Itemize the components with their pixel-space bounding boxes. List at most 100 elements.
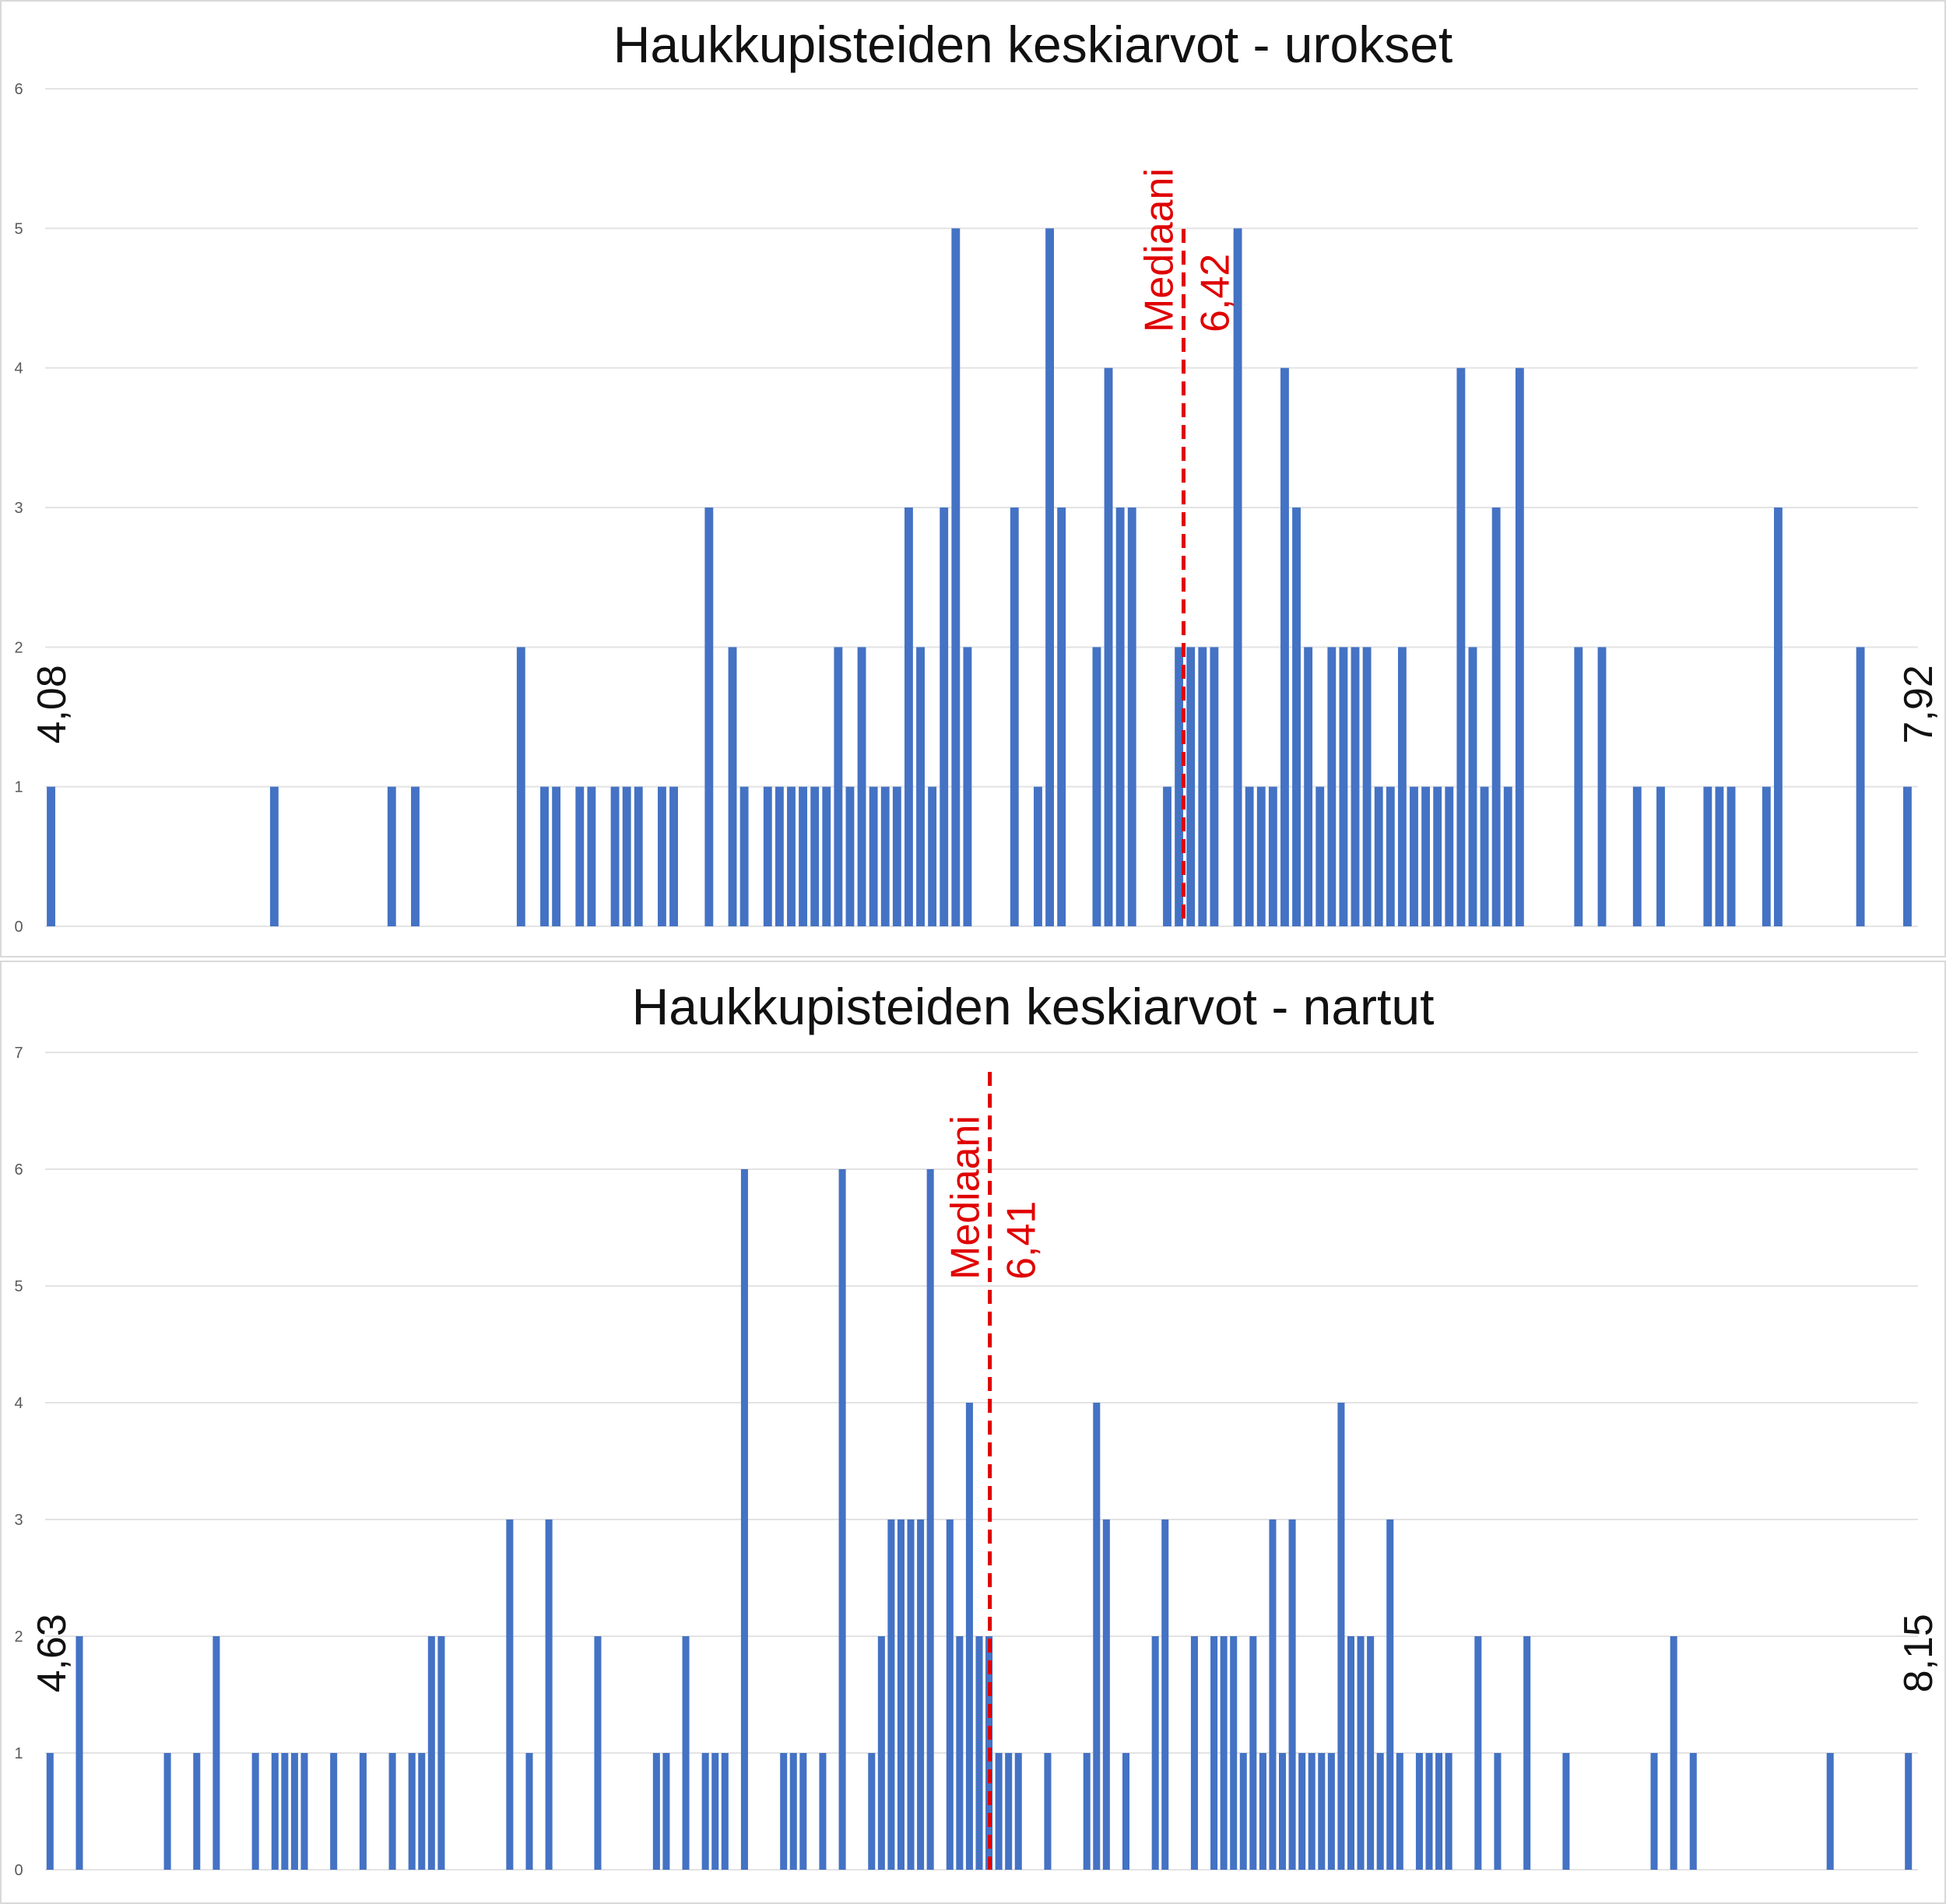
bar bbox=[1186, 647, 1196, 926]
bar bbox=[1826, 1753, 1834, 1870]
bar bbox=[359, 1753, 367, 1870]
bar bbox=[951, 228, 961, 926]
bar bbox=[300, 1753, 308, 1870]
bar bbox=[540, 786, 549, 926]
bar bbox=[1045, 228, 1054, 926]
bar bbox=[1386, 786, 1395, 926]
bar bbox=[838, 1169, 846, 1870]
bar bbox=[868, 1753, 876, 1870]
bar bbox=[1903, 786, 1912, 926]
y-tick-label: 7 bbox=[14, 1045, 23, 1062]
bar bbox=[281, 1753, 289, 1870]
bar bbox=[940, 508, 949, 926]
chart-title: Haukkupisteiden keskiarvot - nartut bbox=[632, 978, 1435, 1035]
bar bbox=[701, 1753, 709, 1870]
bar bbox=[775, 786, 784, 926]
median-value-label: 6,41 bbox=[999, 1201, 1045, 1280]
bar bbox=[388, 1753, 396, 1870]
bar bbox=[1280, 367, 1289, 927]
y-tick-label: 6 bbox=[14, 81, 23, 98]
chart-title: Haukkupisteiden keskiarvot - urokset bbox=[613, 16, 1453, 73]
bar bbox=[669, 786, 678, 926]
bar bbox=[1726, 786, 1736, 926]
bar bbox=[1230, 1636, 1238, 1870]
median-label: Mediaani bbox=[943, 1115, 989, 1280]
bar bbox=[787, 786, 796, 926]
bar bbox=[610, 786, 620, 926]
bar bbox=[1474, 1636, 1482, 1870]
bar bbox=[634, 786, 643, 926]
bar bbox=[1433, 786, 1442, 926]
bar bbox=[545, 1519, 553, 1870]
bar bbox=[1632, 786, 1642, 926]
bar bbox=[1220, 1636, 1228, 1870]
bar bbox=[552, 786, 561, 926]
bar bbox=[1163, 786, 1171, 926]
bar bbox=[1445, 786, 1454, 926]
bar bbox=[1268, 786, 1277, 926]
bar bbox=[728, 647, 737, 926]
bar bbox=[926, 1169, 934, 1870]
bar bbox=[193, 1753, 201, 1870]
bar bbox=[780, 1753, 788, 1870]
bar bbox=[1279, 1753, 1287, 1870]
bar bbox=[995, 1753, 1003, 1870]
bar bbox=[1445, 1753, 1452, 1870]
bar bbox=[1327, 647, 1337, 926]
bar bbox=[946, 1519, 954, 1870]
bar bbox=[1318, 1753, 1326, 1870]
bar bbox=[1905, 1753, 1913, 1870]
y-tick-label: 5 bbox=[14, 220, 23, 237]
bar bbox=[763, 786, 772, 926]
bar bbox=[869, 786, 878, 926]
bar bbox=[427, 1636, 435, 1870]
range-min-label: 4,63 bbox=[30, 1614, 75, 1692]
bar bbox=[1773, 508, 1783, 926]
bar bbox=[1245, 786, 1254, 926]
bar bbox=[682, 1636, 690, 1870]
title-backdrop bbox=[585, 11, 1481, 78]
bar bbox=[411, 786, 420, 926]
bar bbox=[1198, 647, 1207, 926]
bar bbox=[1308, 1753, 1315, 1870]
bar bbox=[1339, 647, 1348, 926]
bar bbox=[1597, 647, 1607, 926]
y-tick-label: 5 bbox=[14, 1278, 23, 1295]
bar bbox=[213, 1636, 220, 1870]
y-tick-label: 2 bbox=[14, 639, 23, 656]
bar bbox=[575, 786, 585, 926]
bar bbox=[810, 786, 820, 926]
bar bbox=[1523, 1636, 1531, 1870]
bar bbox=[1703, 786, 1712, 926]
bar bbox=[739, 786, 749, 926]
bar bbox=[1115, 508, 1125, 926]
bar bbox=[1421, 786, 1431, 926]
bar bbox=[1259, 1753, 1266, 1870]
bar bbox=[1415, 1753, 1423, 1870]
bar bbox=[799, 1753, 807, 1870]
bar bbox=[1562, 1753, 1570, 1870]
bar bbox=[1315, 786, 1325, 926]
bar bbox=[1515, 367, 1524, 927]
bar bbox=[1034, 786, 1042, 926]
bar bbox=[1210, 1636, 1218, 1870]
bar bbox=[1161, 1519, 1169, 1870]
bar bbox=[1397, 647, 1407, 926]
bar bbox=[1374, 786, 1383, 926]
bar bbox=[975, 1636, 983, 1870]
bar bbox=[704, 508, 714, 926]
bar bbox=[887, 1519, 895, 1870]
bar bbox=[1435, 1753, 1443, 1870]
bar bbox=[1233, 228, 1242, 926]
y-tick-label: 2 bbox=[14, 1628, 23, 1646]
chart-panel-nartut: 0 1 2 3 4 5 6 7 Haukkupisteiden keskiarvot - nar… bbox=[0, 961, 1946, 1904]
bar bbox=[1122, 1753, 1130, 1870]
bar bbox=[1175, 647, 1184, 926]
bar bbox=[658, 786, 666, 926]
bar bbox=[1010, 508, 1019, 926]
bar bbox=[1347, 1636, 1355, 1870]
bar bbox=[1351, 647, 1360, 926]
bar bbox=[1396, 1753, 1403, 1870]
median-label: Mediaani bbox=[1137, 168, 1182, 332]
bar bbox=[845, 786, 855, 926]
